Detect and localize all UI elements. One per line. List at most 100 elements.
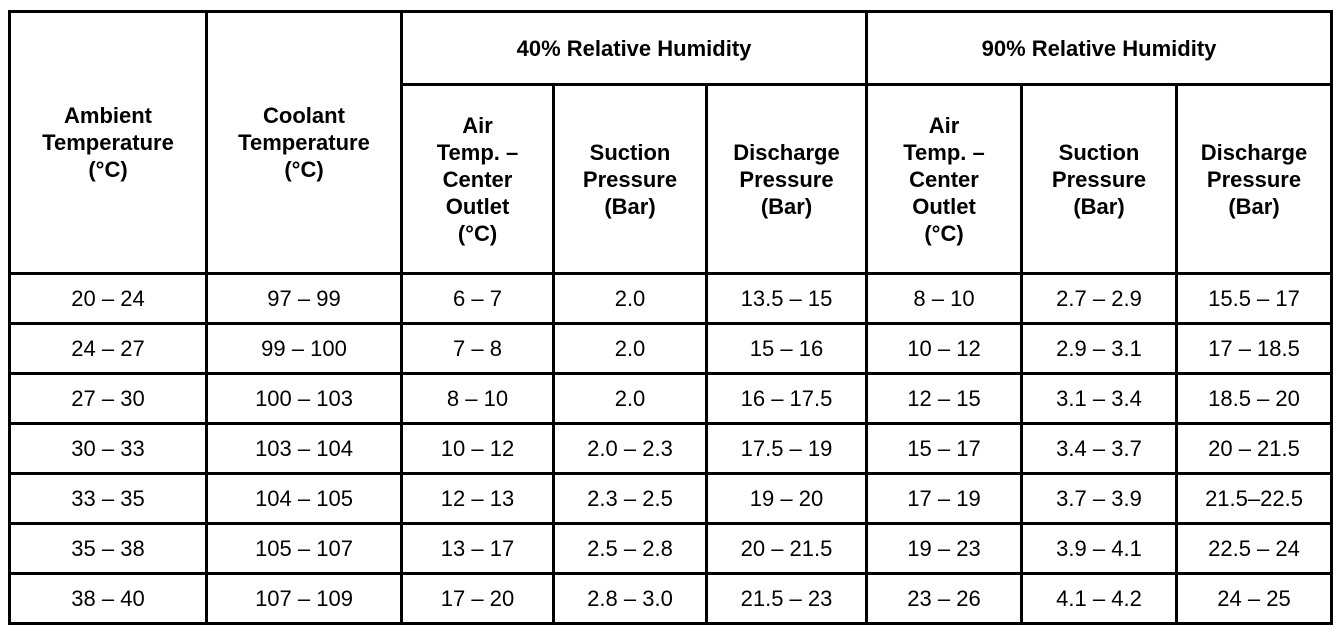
cell: 7 – 8 — [400, 322, 555, 375]
cell: 2.0 — [552, 272, 708, 325]
data-row: 27 – 30 100 – 103 8 – 10 2.0 16 – 17.5 12 – 1… — [8, 372, 1333, 425]
header-line: Air — [462, 112, 493, 138]
cell: 38 – 40 — [8, 572, 208, 625]
cell: 8 – 10 — [865, 272, 1023, 325]
cell: 19 – 20 — [705, 472, 868, 525]
cell: 18.5 – 20 — [1175, 372, 1333, 425]
group-header: 90% Relative Humidity — [865, 10, 1333, 86]
cell: 15.5 – 17 — [1175, 272, 1333, 325]
cell: 19 – 23 — [865, 522, 1023, 575]
header-line: (°C) — [457, 220, 498, 246]
header-line: (°C) — [284, 157, 324, 182]
header-line: Air — [928, 112, 960, 138]
cell: 12 – 13 — [400, 472, 555, 525]
column-header: Suction Pressure (Bar) — [552, 83, 708, 275]
column-header: Suction Pressure (Bar) — [1020, 83, 1178, 275]
header-line: (Bar) — [604, 193, 656, 219]
cell: 35 – 38 — [8, 522, 208, 575]
cell: 10 – 12 — [400, 422, 555, 475]
header-line: (°C) — [924, 220, 964, 246]
cell: 105 – 107 — [205, 522, 403, 575]
cell: 13 – 17 — [400, 522, 555, 575]
cell: 99 – 100 — [205, 322, 403, 375]
header-row: Air Temp. – Center Outlet (°C) Suction Pressur… — [10, 83, 1333, 275]
cell: 103 – 104 — [205, 422, 403, 475]
header-line: Discharge — [1200, 139, 1308, 165]
header-line: Temperature — [238, 130, 370, 155]
cell: 2.5 – 2.8 — [552, 522, 708, 575]
header-line: Suction — [589, 139, 671, 165]
header-line: (Bar) — [1073, 193, 1125, 219]
header-line: Pressure — [582, 166, 678, 192]
header-line: Pressure — [1051, 166, 1147, 192]
column-header: Ambient Temperature (°C) — [8, 10, 208, 275]
cell: 20 – 21.5 — [1175, 422, 1333, 475]
header-line: (Bar) — [760, 193, 813, 219]
column-header: Air Temp. – Center Outlet (°C) — [400, 83, 555, 275]
data-row: 35 – 38 105 – 107 13 – 17 2.5 – 2.8 20 – 21.… — [8, 522, 1333, 575]
cell: 3.7 – 3.9 — [1020, 472, 1178, 525]
cell: 24 – 25 — [1175, 572, 1333, 625]
cell: 4.1 – 4.2 — [1020, 572, 1178, 625]
cell: 2.7 – 2.9 — [1020, 272, 1178, 325]
data-row: 24 – 27 99 – 100 7 – 8 2.0 15 – 16 10 – 12 2.9… — [8, 322, 1333, 375]
cell: 15 – 16 — [705, 322, 868, 375]
cell: 107 – 109 — [205, 572, 403, 625]
cell: 23 – 26 — [865, 572, 1023, 625]
group-header: 40% Relative Humidity — [400, 10, 868, 86]
header-line: Coolant — [263, 103, 345, 128]
header-line: Pressure — [739, 166, 834, 192]
cell: 8 – 10 — [400, 372, 555, 425]
cell: 3.4 – 3.7 — [1020, 422, 1178, 475]
header-line: Suction — [1058, 139, 1140, 165]
header-line: Temp. – — [436, 139, 519, 165]
cell: 12 – 15 — [865, 372, 1023, 425]
cell: 3.9 – 4.1 — [1020, 522, 1178, 575]
header-line: Outlet — [912, 193, 976, 219]
cell: 2.0 — [552, 322, 708, 375]
header-line: (°C) — [88, 157, 128, 182]
header-line: Center — [909, 166, 979, 192]
column-header: Discharge Pressure (Bar) — [1175, 83, 1333, 275]
cell: 17 – 19 — [865, 472, 1023, 525]
cell: 10 – 12 — [865, 322, 1023, 375]
cell: 24 – 27 — [8, 322, 208, 375]
header-row: Ambient Temperature (°C) Coolant Temperature… — [8, 10, 1333, 275]
column-header: Discharge Pressure (Bar) — [705, 83, 868, 275]
header-line: (Bar) — [1228, 193, 1280, 219]
column-header: Air Temp. – Center Outlet (°C) — [865, 83, 1023, 275]
header-line: Temperature — [42, 130, 174, 155]
data-row: 33 – 35 104 – 105 12 – 13 2.3 – 2.5 19 – 20 1… — [8, 472, 1333, 525]
cell: 104 – 105 — [205, 472, 403, 525]
cell: 13.5 – 15 — [705, 272, 868, 325]
cell: 2.9 – 3.1 — [1020, 322, 1178, 375]
data-row: 20 – 24 97 – 99 6 – 7 2.0 13.5 – 15 8 – 10 2.7… — [8, 272, 1333, 325]
header-line: Ambient — [64, 103, 152, 128]
cell: 21.5–22.5 — [1175, 472, 1333, 525]
cell: 3.1 – 3.4 — [1020, 372, 1178, 425]
cell: 21.5 – 23 — [705, 572, 868, 625]
cell: 2.0 – 2.3 — [552, 422, 708, 475]
header-line: Center — [442, 166, 513, 192]
cell: 17 – 20 — [400, 572, 555, 625]
cell: 17 – 18.5 — [1175, 322, 1333, 375]
header-line: Discharge — [733, 139, 840, 165]
data-row: 30 – 33 103 – 104 10 – 12 2.0 – 2.3 17.5 – 1… — [8, 422, 1333, 475]
pressure-table: Ambient Temperature (°C) Coolant Temperature… — [8, 10, 1333, 625]
cell: 27 – 30 — [8, 372, 208, 425]
cell: 20 – 24 — [8, 272, 208, 325]
cell: 100 – 103 — [205, 372, 403, 425]
cell: 2.0 — [552, 372, 708, 425]
header-line: Temp. – — [903, 139, 985, 165]
cell: 6 – 7 — [400, 272, 555, 325]
cell: 22.5 – 24 — [1175, 522, 1333, 575]
cell: 2.8 – 3.0 — [552, 572, 708, 625]
cell: 30 – 33 — [8, 422, 208, 475]
cell: 2.3 – 2.5 — [552, 472, 708, 525]
cell: 20 – 21.5 — [705, 522, 868, 575]
data-row: 38 – 40 107 – 109 17 – 20 2.8 – 3.0 21.5 – 2… — [8, 572, 1333, 625]
cell: 97 – 99 — [205, 272, 403, 325]
header-line: Pressure — [1206, 166, 1302, 192]
header-line: Outlet — [445, 193, 510, 219]
